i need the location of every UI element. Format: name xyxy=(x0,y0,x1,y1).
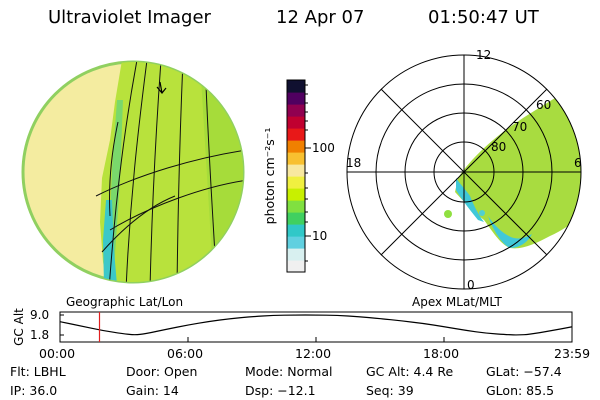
colorbar-segment xyxy=(287,224,305,237)
mlt-label-6: 6 xyxy=(574,156,582,170)
colorbar-segment xyxy=(287,104,305,117)
polar-cyan-edge-lower xyxy=(488,216,532,248)
colorbar-segment xyxy=(287,248,305,261)
status-filter: Flt: LBHL xyxy=(10,364,66,379)
altitude-x-ticks xyxy=(59,314,573,342)
mlt-label-18: 18 xyxy=(346,156,362,170)
mlat-label-70: 70 xyxy=(512,120,528,134)
observation-time: 01:50:47 UT xyxy=(428,7,539,28)
x-tick-0600: 06:00 xyxy=(167,346,204,361)
altitude-tick-high: 9.0 xyxy=(30,308,50,322)
colorbar-segment xyxy=(287,140,305,153)
status-gain: Gain: 14 xyxy=(126,383,179,398)
colorbar-segment xyxy=(287,260,305,273)
status-gc-alt: GC Alt: 4.4 Re xyxy=(366,364,454,379)
colorbar-segment xyxy=(287,236,305,249)
colorbar-segment xyxy=(287,164,305,177)
status-glon: GLon: 85.5 xyxy=(486,383,555,398)
instrument-title: Ultraviolet Imager xyxy=(48,7,211,28)
sun-direction-arrow-icon xyxy=(156,81,167,94)
colorbar-segment xyxy=(287,92,305,105)
x-tick-0000: 00:00 xyxy=(39,346,76,361)
mlat-label-60: 60 xyxy=(536,98,552,112)
polar-emission-spot xyxy=(479,210,485,216)
polar-cyan-edge xyxy=(456,178,484,222)
colorbar-segment xyxy=(287,188,305,201)
colorbar-segment xyxy=(287,80,305,93)
colorbar-segment xyxy=(287,200,305,213)
colorbar-segment xyxy=(287,212,305,225)
mlat-label-80: 80 xyxy=(491,140,507,154)
x-tick-1800: 18:00 xyxy=(423,346,460,361)
status-door: Door: Open xyxy=(126,364,198,379)
colorbar-unit-label: photon cm⁻²s⁻¹ xyxy=(261,127,277,225)
colorbar-frame xyxy=(286,79,306,273)
altitude-orbit-line xyxy=(59,314,572,336)
x-tick-2359: 23:59 xyxy=(554,346,591,361)
status-ip: IP: 36.0 xyxy=(10,383,58,398)
altitude-tick-low: 1.8 xyxy=(30,328,50,342)
polar-auroral-oval xyxy=(455,84,581,249)
colorbar xyxy=(286,79,311,273)
status-dsp: Dsp: −12.1 xyxy=(245,383,316,398)
polar-plot xyxy=(346,54,582,290)
observation-date: 12 Apr 07 xyxy=(276,7,365,28)
status-seq: Seq: 39 xyxy=(366,383,414,398)
geographic-earth-image xyxy=(21,60,245,284)
colorbar-label-10: 10 xyxy=(312,229,328,243)
apex-panel-label: Apex MLat/MLT xyxy=(412,295,502,309)
colorbar-segment xyxy=(287,116,305,129)
colorbar-segment xyxy=(287,128,305,141)
status-glat: GLat: −57.4 xyxy=(486,364,562,379)
altitude-axis-label: GC Alt xyxy=(12,308,26,346)
colorbar-minor-ticks xyxy=(305,84,308,262)
colorbar-segment xyxy=(287,176,305,189)
dayside-emission xyxy=(200,62,243,282)
mlt-label-0: 0 xyxy=(467,278,475,292)
status-mode: Mode: Normal xyxy=(245,364,333,379)
colorbar-segment xyxy=(287,152,305,165)
x-tick-1200: 12:00 xyxy=(295,346,332,361)
polar-grid xyxy=(346,54,582,290)
cyan-emission-band xyxy=(103,200,117,282)
altitude-chart xyxy=(59,311,573,343)
mlt-label-12: 12 xyxy=(476,48,492,62)
colorbar-label-100: 100 xyxy=(312,141,335,155)
polar-emission-spot xyxy=(444,210,452,218)
geographic-panel-label: Geographic Lat/Lon xyxy=(66,295,184,309)
